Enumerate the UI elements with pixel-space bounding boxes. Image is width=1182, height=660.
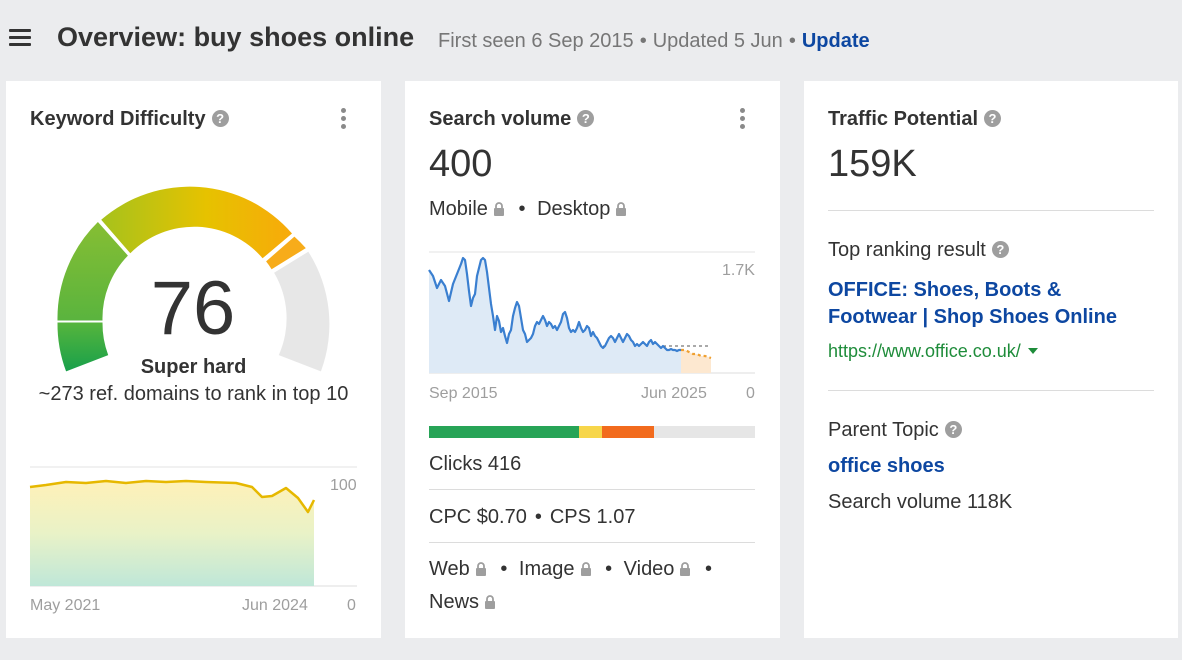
difficulty-history-line	[29, 479, 316, 514]
top-ranking-result-link[interactable]: OFFICE: Shoes, Boots & Footwear | Shop Sh…	[828, 279, 1117, 328]
clicks-bar-segment-1	[429, 426, 579, 438]
hamburger-menu-icon[interactable]	[9, 29, 31, 47]
axis-label-min: 0	[347, 597, 356, 614]
clicks-bar-segment-2	[578, 426, 602, 438]
device-breakdown: Mobile • Desktop	[429, 198, 627, 221]
serp-features: Web • Image • Video •	[429, 558, 713, 580]
lock-icon	[616, 202, 627, 216]
lock-icon	[580, 562, 591, 576]
axis-label-start: May 2021	[30, 597, 101, 614]
gauge-segment-hard	[101, 186, 292, 259]
divider	[828, 210, 1154, 211]
keyword-difficulty-card: Keyword Difficulty? 76 Super hard ~273 r…	[6, 81, 381, 638]
forecast-line	[681, 348, 712, 360]
cps-text: CPS 1.07	[549, 506, 636, 528]
traffic-potential-title: Traffic Potential?	[828, 108, 1002, 131]
search-volume-title: Search volume?	[429, 108, 595, 131]
cpc-cps-text: CPC $0.70 • CPS 1.07	[429, 506, 636, 528]
search-volume-chart	[428, 251, 755, 374]
serp-features-news: News	[429, 591, 496, 614]
top-ranking-result-url[interactable]: https://www.office.co.uk/	[828, 341, 1039, 362]
cpc-text: CPC $0.70	[429, 506, 527, 528]
help-icon[interactable]: ?	[944, 421, 962, 438]
more-options-icon[interactable]	[737, 108, 747, 130]
difficulty-gauge: 76	[57, 186, 330, 372]
axis-label-start: Sep 2015	[429, 385, 498, 402]
gauge-segment-remaining	[274, 251, 330, 372]
lock-icon	[493, 202, 504, 216]
help-icon[interactable]: ?	[984, 110, 1002, 127]
difficulty-history-chart	[29, 466, 357, 587]
clicks-text: Clicks 416	[429, 453, 522, 475]
web-label: Web	[429, 558, 470, 580]
lock-icon	[680, 562, 691, 576]
clicks-bar-segment-3	[601, 426, 654, 438]
mobile-label: Mobile	[429, 198, 488, 220]
search-volume-card: Search volume? 400 Mobile • Desktop 1.7K…	[405, 81, 780, 638]
axis-label-min: 0	[746, 385, 755, 402]
axis-label-max: 100	[330, 477, 357, 494]
video-label: Video	[623, 558, 675, 580]
page-meta: First seen 6 Sep 2015 • Updated 5 Jun • Upda…	[438, 30, 870, 52]
page-title: Overview: buy shoes online	[57, 22, 415, 52]
divider	[429, 489, 755, 490]
lock-icon	[475, 562, 486, 576]
traffic-potential-value: 159K	[828, 143, 917, 185]
keyword-difficulty-title: Keyword Difficulty?	[30, 108, 229, 131]
difficulty-description: ~273 ref. domains to rank in top 10	[38, 383, 349, 405]
axis-label-end: Jun 2025	[641, 385, 707, 402]
difficulty-history-area	[30, 481, 314, 586]
gauge-segment-super-hard	[266, 236, 306, 270]
updated-text: Updated 5 Jun	[652, 30, 783, 52]
clicks-bar-segment-4	[653, 426, 755, 438]
update-link[interactable]: Update	[801, 30, 870, 52]
help-icon[interactable]: ?	[991, 241, 1009, 258]
parent-topic-label: Parent Topic?	[828, 419, 962, 442]
search-volume-area	[429, 258, 711, 373]
first-seen-text: First seen 6 Sep 2015	[438, 30, 634, 52]
difficulty-label: Super hard	[140, 356, 247, 378]
gauge-segment-medium	[57, 222, 128, 321]
news-label: News	[429, 591, 480, 613]
image-label: Image	[518, 558, 575, 580]
forecast-area	[681, 350, 711, 373]
clicks-distribution-bar	[429, 426, 755, 438]
axis-label-max: 1.7K	[722, 262, 755, 279]
traffic-potential-card: Traffic Potential? 159K Top ranking resu…	[804, 81, 1178, 638]
help-icon[interactable]: ?	[211, 110, 229, 127]
search-volume-value: 400	[429, 143, 493, 185]
search-volume-line	[428, 256, 681, 353]
more-options-icon[interactable]	[338, 108, 348, 130]
help-icon[interactable]: ?	[577, 110, 595, 127]
page-header: Overview: buy shoes online First seen 6 …	[0, 0, 1182, 80]
lock-icon	[485, 595, 496, 609]
top-ranking-result-label: Top ranking result?	[828, 239, 1009, 262]
divider	[429, 542, 755, 543]
difficulty-score: 76	[151, 266, 236, 351]
axis-label-end: Jun 2024	[242, 597, 308, 614]
parent-topic-volume: Search volume 118K	[828, 491, 1013, 513]
gauge-segment-easy	[57, 322, 109, 372]
parent-topic-link[interactable]: office shoes	[828, 455, 945, 477]
caret-down-icon	[1027, 348, 1038, 354]
divider	[828, 390, 1154, 391]
desktop-label: Desktop	[537, 198, 611, 220]
